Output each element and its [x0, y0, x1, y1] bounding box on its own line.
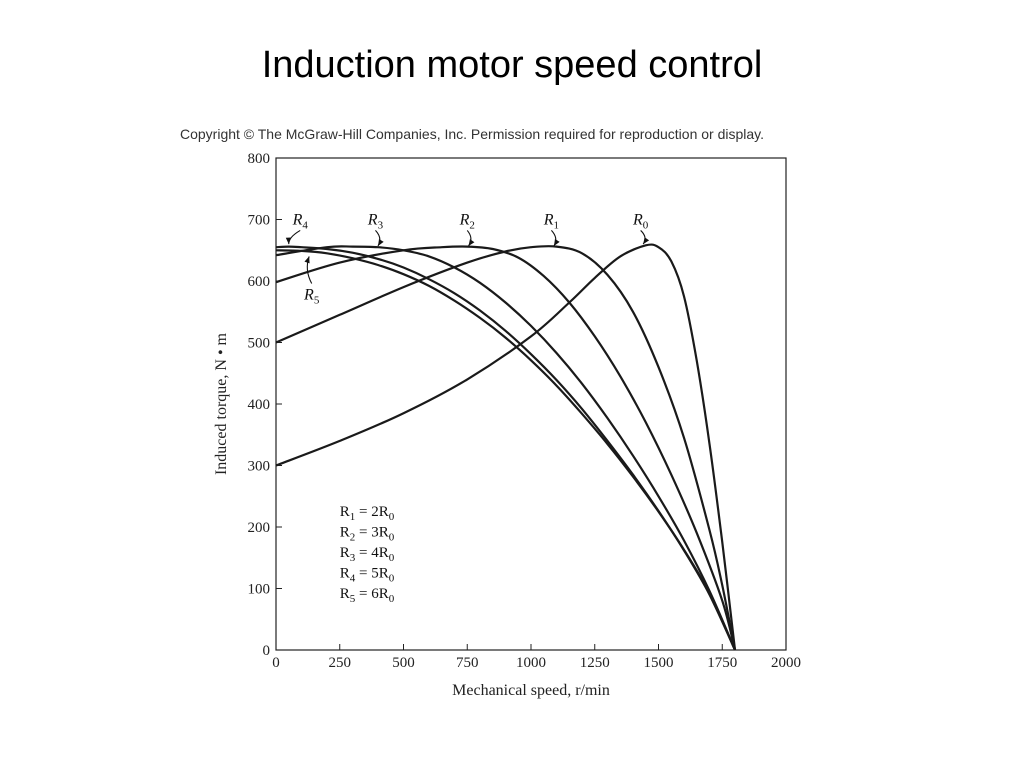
arrowhead — [304, 256, 310, 264]
x-tick-label: 1250 — [580, 655, 610, 671]
curve-label-r3: R3 — [367, 211, 384, 231]
x-tick-label: 1000 — [516, 655, 546, 671]
y-tick-label: 0 — [263, 643, 271, 659]
x-tick-label: 0 — [272, 655, 280, 671]
legend-entry: R4 = 5R0 — [340, 565, 395, 584]
chart-axes: 0 250 500 750 1000 1250 1500 1750 2000 0 100 200 300… — [213, 151, 801, 699]
x-tick-label: 2000 — [771, 655, 801, 671]
curve-r3 — [275, 245, 737, 651]
x-tick-label: 1750 — [707, 655, 737, 671]
legend-entry: R2 = 3R0 — [340, 524, 395, 543]
x-tick-label: 1500 — [644, 655, 674, 671]
curve-label-r5: R5 — [303, 286, 320, 306]
y-axis-label: Induced torque, N • m — [213, 332, 230, 475]
copyright-notice: Copyright © The McGraw-Hill Companies, I… — [180, 126, 765, 142]
curve-r0 — [275, 243, 737, 651]
curve-r1 — [275, 244, 737, 651]
curve-label-r2: R2 — [459, 211, 475, 231]
legend-entry: R5 = 6R0 — [340, 586, 395, 605]
y-tick-label: 400 — [248, 397, 271, 413]
arrowhead — [553, 239, 560, 246]
y-tick-label: 700 — [248, 213, 271, 229]
y-tick-label: 500 — [248, 336, 271, 352]
curve-labels: R4 R3 R2 R1 R0 R5 — [285, 211, 650, 306]
curve-label-arrow — [288, 229, 301, 245]
arrowhead — [285, 237, 292, 245]
x-tick-label: 750 — [456, 655, 479, 671]
arrowhead — [378, 239, 384, 246]
x-tick-label: 250 — [329, 655, 352, 671]
curve-label-r0: R0 — [632, 211, 649, 231]
legend-entry: R1 = 2R0 — [340, 504, 395, 523]
y-tick-label: 300 — [248, 459, 271, 475]
chart-curves — [275, 243, 737, 651]
arrowhead — [468, 239, 475, 246]
x-axis-label: Mechanical speed, r/min — [452, 682, 610, 699]
y-tick-label: 800 — [248, 151, 271, 167]
arrowhead — [643, 237, 650, 245]
y-tick-label: 100 — [248, 582, 271, 598]
curve-r5 — [275, 249, 737, 651]
x-tick-label: 500 — [392, 655, 415, 671]
curve-label-r1: R1 — [543, 211, 559, 231]
y-tick-label: 600 — [248, 274, 271, 290]
y-tick-label: 200 — [248, 520, 271, 536]
curve-r2 — [275, 245, 737, 651]
legend-entry: R3 = 4R0 — [340, 545, 395, 564]
slide-title: Induction motor speed control — [261, 44, 763, 86]
curve-label-r4: R4 — [292, 211, 309, 231]
